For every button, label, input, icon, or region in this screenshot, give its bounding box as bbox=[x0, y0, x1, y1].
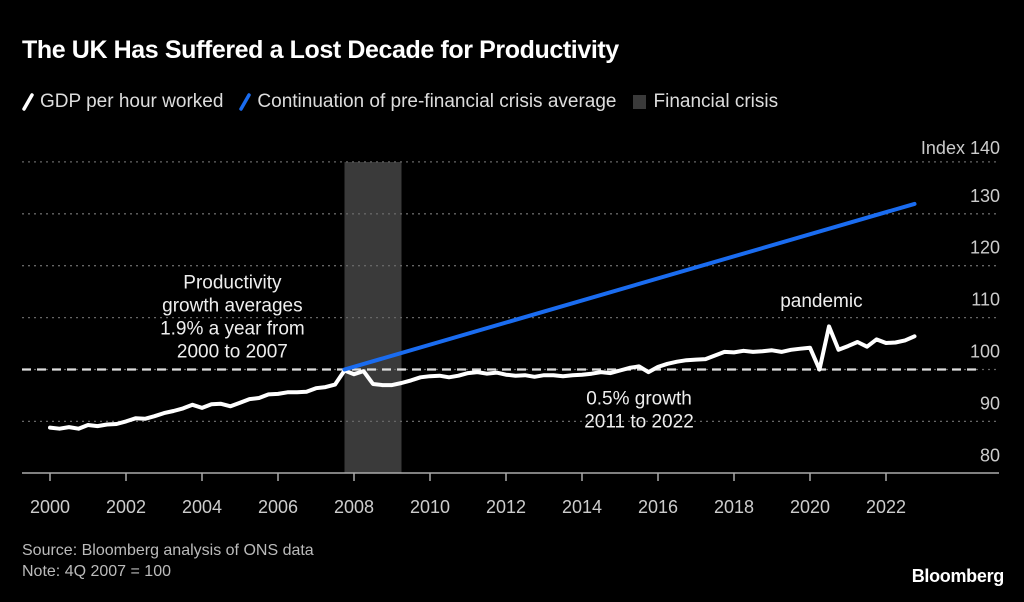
series-continuation-line bbox=[342, 201, 917, 372]
x-tick-label: 2018 bbox=[714, 497, 754, 517]
blue-line-swatch-icon bbox=[239, 93, 252, 111]
annotation-line: 0.5% growth bbox=[586, 389, 692, 410]
legend-label-crisis: Financial crisis bbox=[653, 91, 779, 112]
x-tick-label: 2010 bbox=[410, 497, 450, 517]
annotation-line: 2011 to 2022 bbox=[584, 412, 694, 433]
annotation-line: 1.9% a year from bbox=[160, 318, 305, 339]
y-tick-label: 90 bbox=[980, 393, 1000, 413]
y-tick-label: 120 bbox=[970, 238, 1000, 258]
x-tick-label: 2022 bbox=[866, 497, 906, 517]
gray-square-swatch-icon bbox=[632, 95, 646, 109]
legend-label-gdp: GDP per hour worked bbox=[40, 91, 224, 112]
legend-label-continuation: Continuation of pre-financial crisis ave… bbox=[257, 91, 617, 112]
x-tick-label: 2004 bbox=[182, 497, 222, 517]
x-tick-label: 2012 bbox=[486, 497, 526, 517]
chart-legend: GDP per hour worked Continuation of pre-… bbox=[22, 91, 794, 113]
bloomberg-logo: Bloomberg bbox=[911, 566, 1005, 586]
legend-item-crisis: Financial crisis bbox=[632, 91, 779, 113]
y-tick-label: Index 140 bbox=[921, 138, 1000, 158]
chart-title: The UK Has Suffered a Lost Decade for Pr… bbox=[22, 36, 619, 64]
y-tick-label: 110 bbox=[971, 290, 1000, 310]
x-tick-label: 2002 bbox=[106, 497, 146, 517]
x-tick-label: 2006 bbox=[258, 497, 298, 517]
x-tick-label: 2014 bbox=[562, 497, 602, 517]
index-note: Note: 4Q 2007 = 100 bbox=[22, 563, 171, 580]
x-tick-label: 2020 bbox=[790, 497, 830, 517]
source-note: Source: Bloomberg analysis of ONS data bbox=[22, 542, 314, 559]
y-tick-label: 130 bbox=[970, 186, 1000, 206]
y-tick-label: 80 bbox=[980, 445, 1000, 465]
annotation-pandemic: pandemic bbox=[780, 291, 862, 312]
y-tick-label: 100 bbox=[970, 342, 1000, 362]
annotation-line: growth averages bbox=[162, 295, 302, 316]
x-tick-label: 2008 bbox=[334, 497, 374, 517]
white-line-swatch-icon bbox=[22, 93, 34, 111]
x-tick-label: 2000 bbox=[30, 497, 70, 517]
annotation-line: 2000 to 2007 bbox=[177, 341, 288, 362]
x-tick-label: 2016 bbox=[638, 497, 678, 517]
legend-item-continuation: Continuation of pre-financial crisis ave… bbox=[239, 91, 617, 113]
annotation-line: pandemic bbox=[780, 291, 862, 312]
legend-item-gdp: GDP per hour worked bbox=[22, 91, 223, 113]
annotation-line: Productivity bbox=[183, 272, 282, 293]
series-gdp-per-hour-line bbox=[48, 324, 917, 431]
chart-footer: Source: Bloomberg analysis of ONS data N… bbox=[22, 540, 314, 582]
